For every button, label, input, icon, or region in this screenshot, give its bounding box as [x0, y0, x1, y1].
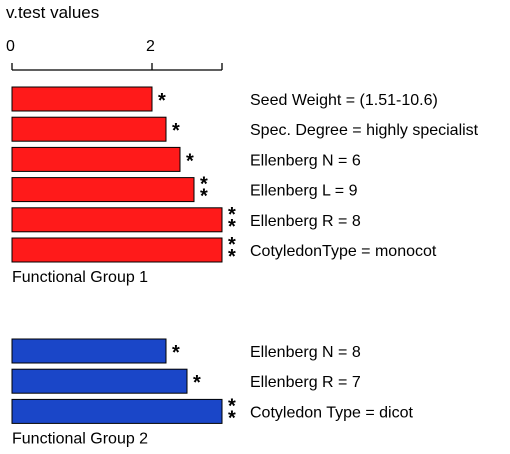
- functional-group-2: * Ellenberg N = 8* Ellenberg R = 7** Cotyle…: [11, 338, 413, 448]
- x-tick-label: 2: [146, 38, 155, 55]
- bar-category-label: Cotyledon Type = dicot: [250, 404, 413, 421]
- bar: [11, 237, 223, 263]
- group-name-label: Functional Group 1: [12, 269, 148, 286]
- significance-star: *: [193, 372, 201, 394]
- significance-star: *: [200, 186, 208, 208]
- bar: [11, 177, 195, 203]
- bar: [11, 398, 223, 424]
- bar-category-label: Ellenberg R = 8: [250, 213, 361, 230]
- significance-star: *: [228, 246, 236, 268]
- x-tick-label: 0: [6, 38, 15, 55]
- significance-star: *: [186, 150, 194, 172]
- bar-category-label: CotyledonType = monocot: [250, 243, 437, 260]
- significance-star: *: [172, 342, 180, 364]
- bar-category-label: Ellenberg N = 8: [250, 344, 361, 361]
- bar-category-label: Ellenberg L = 9: [250, 183, 358, 200]
- significance-star: *: [228, 216, 236, 238]
- significance-star: *: [200, 174, 208, 196]
- bar-category-label: Ellenberg N = 6: [250, 152, 361, 169]
- functional-group-1: * Seed Weight = (1.51-10.6) * Spec. Degree …: [11, 86, 479, 286]
- bar: [11, 116, 167, 142]
- bar-category-label: Spec. Degree = highly specialist: [250, 122, 479, 139]
- bar: [11, 86, 153, 112]
- bar-category-label: Seed Weight = (1.51-10.6): [250, 92, 438, 109]
- significance-star: *: [228, 204, 236, 226]
- bars-layer: * Seed Weight = (1.51-10.6) * Spec. Degree …: [11, 86, 479, 448]
- significance-star: *: [228, 407, 236, 429]
- bar: [11, 146, 181, 172]
- bar: [11, 207, 223, 233]
- significance-star: *: [172, 120, 180, 142]
- bar: [11, 368, 188, 394]
- chart-title: v.test values: [6, 3, 99, 22]
- group-name-label: Functional Group 2: [12, 431, 148, 448]
- significance-star: *: [228, 395, 236, 417]
- bar: [11, 338, 167, 364]
- significance-star: *: [228, 234, 236, 256]
- significance-star: *: [158, 90, 166, 112]
- bar-category-label: Ellenberg R = 7: [250, 374, 361, 391]
